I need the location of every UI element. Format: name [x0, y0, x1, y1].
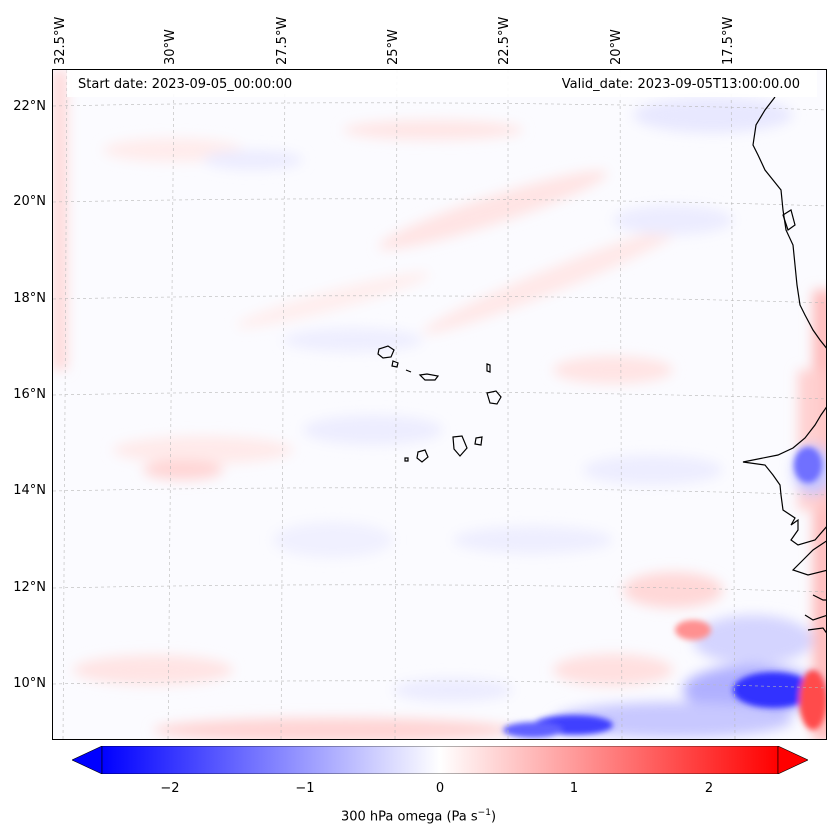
latitude-label-20N: 20°N — [13, 194, 46, 209]
cape-verde-islands — [377, 345, 502, 463]
colorbar-tick-minus1: −1 — [295, 781, 315, 796]
colorbar-title-exponent: −1 — [477, 808, 491, 818]
colorbar-tick-1: 1 — [569, 781, 579, 796]
latitude-label-10N: 10°N — [13, 676, 46, 691]
valid-date-label: Valid_date: 2023-09-05T13:00:00.00 — [555, 77, 806, 92]
colorbar-title-text: 300 hPa omega (Pa s — [340, 809, 478, 825]
longitude-label-25W: 25°W — [386, 29, 401, 65]
omega-field-shading — [53, 70, 826, 739]
longitude-label-17.5W: 17.5°W — [721, 16, 736, 65]
omega-map — [52, 69, 827, 740]
colorbar-title: 300 hPa omega (Pa s−1) — [0, 808, 837, 824]
latitude-label-14N: 14°N — [13, 483, 46, 498]
colorbar-tick-minus2: −2 — [160, 781, 180, 796]
longitude-label-30W: 30°W — [163, 29, 178, 65]
start-date-label: Start date: 2023-09-05_00:00:00 — [72, 77, 299, 92]
longitude-label-27.5W: 27.5°W — [275, 16, 290, 65]
colorbar-title-end: ) — [490, 809, 497, 825]
colorbar-extend-low — [71, 745, 103, 775]
coast-fragment — [782, 209, 796, 231]
gridlines — [53, 70, 826, 739]
colorbar — [71, 745, 809, 778]
latitude-label-22N: 22°N — [13, 99, 46, 114]
longitude-label-20W: 20°W — [609, 29, 624, 65]
omega-strong-features — [503, 447, 826, 738]
colorbar-tick-0: 0 — [435, 781, 445, 796]
colorbar-tick-2: 2 — [704, 781, 714, 796]
longitude-label-22.5W: 22.5°W — [497, 16, 512, 65]
colorbar-body — [101, 745, 779, 775]
colorbar-graphic — [71, 745, 809, 778]
colorbar-extend-high — [777, 745, 809, 775]
longitude-label-32.5W: 32.5°W — [53, 16, 68, 65]
latitude-label-12N: 12°N — [13, 580, 46, 595]
latitude-label-16N: 16°N — [13, 387, 46, 402]
omega-field-plot — [53, 70, 826, 739]
latitude-label-18N: 18°N — [13, 291, 46, 306]
